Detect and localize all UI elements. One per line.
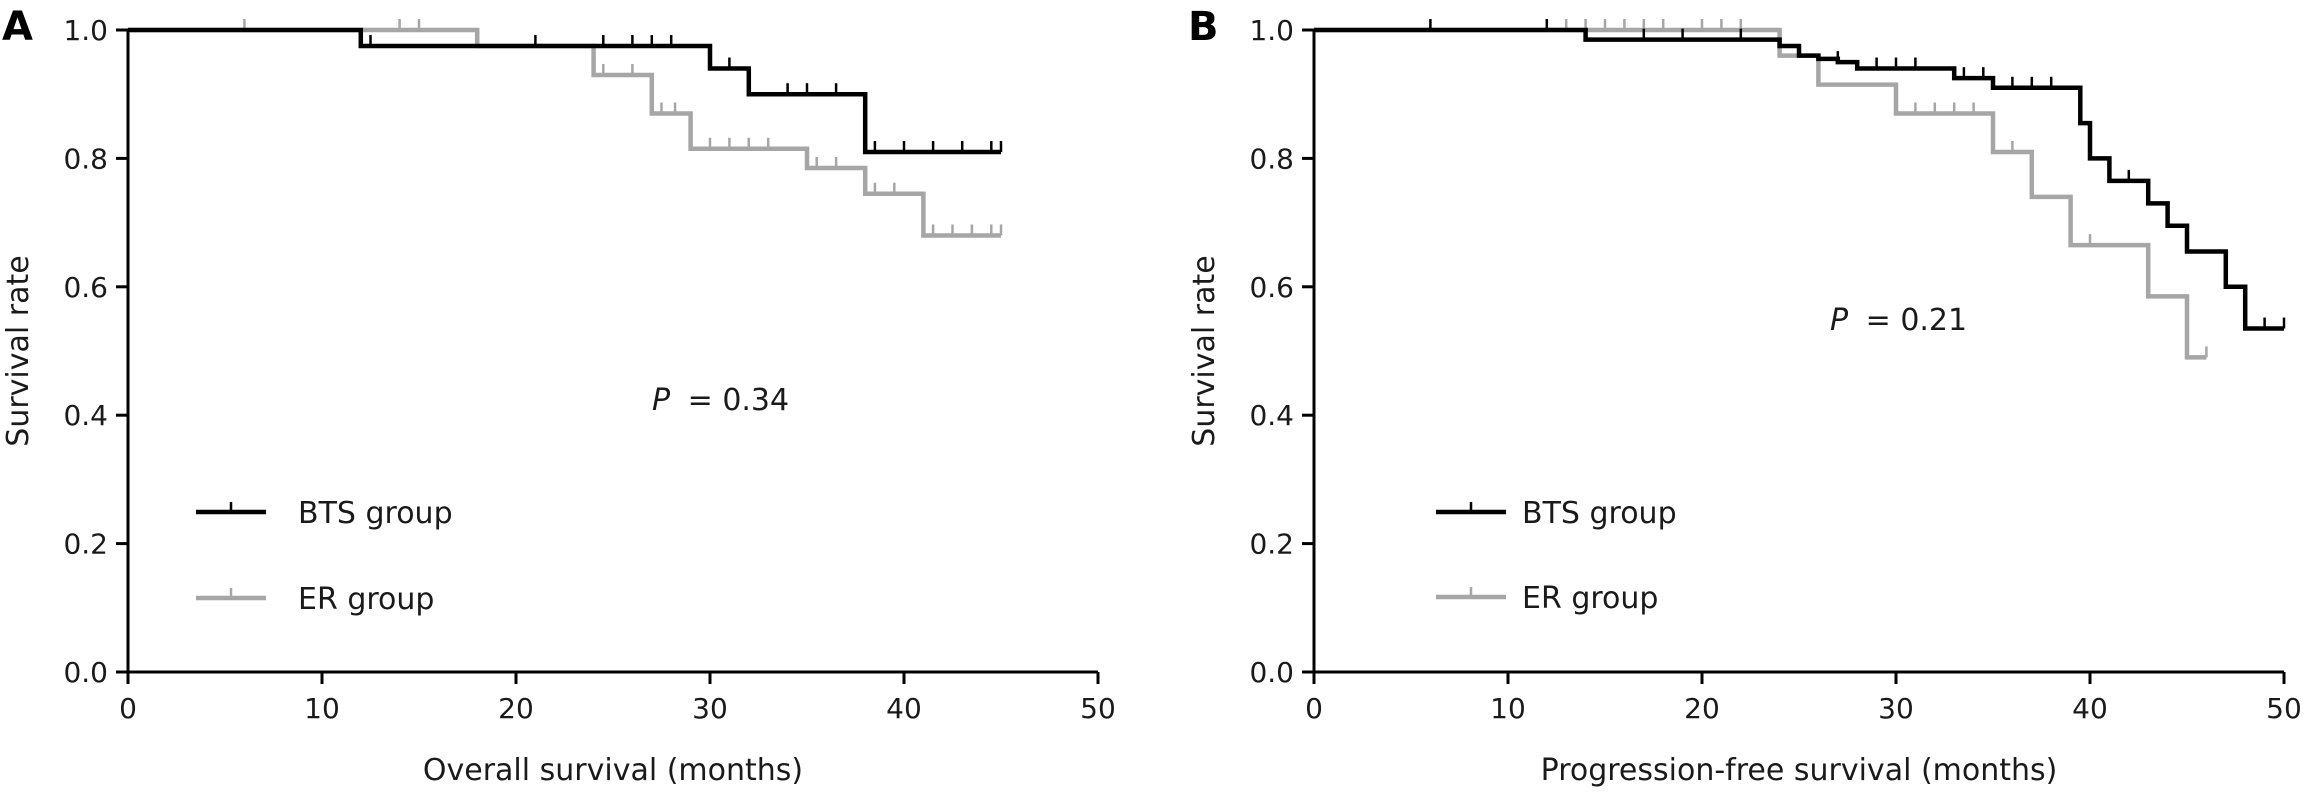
y-tick-label: 0.6 <box>63 271 108 304</box>
p-value: = 0.21 <box>1866 303 1967 338</box>
x-axis: 0 10 20 30 40 50 Progression-free survival (m… <box>1305 670 2302 788</box>
panel-label: A <box>2 4 33 50</box>
x-tick-label: 40 <box>2072 692 2108 725</box>
y-axis: 0.0 0.2 0.4 0.6 0.8 1.0 Survival rate <box>1 14 130 689</box>
y-tick-label: 0.0 <box>1249 656 1294 689</box>
x-axis-title: Overall survival (months) <box>423 753 803 788</box>
x-axis-title: Progression-free survival (months) <box>1541 753 2058 788</box>
x-tick-label: 50 <box>1080 692 1116 725</box>
y-tick-label: 0.2 <box>1249 528 1294 561</box>
y-axis: 0.0 0.2 0.4 0.6 0.8 1.0 Survival rate <box>1187 14 1316 689</box>
series-line-er <box>1314 27 2207 360</box>
legend-item-er: ER group <box>196 582 434 617</box>
legend-label-er: ER group <box>1522 581 1658 616</box>
x-axis: 0 10 20 30 40 50 Overall survival (months) <box>119 670 1116 788</box>
legend-item-bts: BTS group <box>1436 496 1677 531</box>
y-tick-label: 0.2 <box>63 528 108 561</box>
y-axis-title: Survival rate <box>1 255 36 446</box>
x-tick-label: 10 <box>304 692 340 725</box>
legend-item-er: ER group <box>1436 581 1658 616</box>
p-symbol: P <box>652 383 671 418</box>
y-tick-label: 0.8 <box>63 142 108 175</box>
x-tick-label: 20 <box>498 692 534 725</box>
p-symbol: P <box>1830 303 1849 338</box>
legend-label-bts: BTS group <box>298 496 453 531</box>
plot-area <box>128 19 1003 238</box>
panel-label: B <box>1188 4 1219 50</box>
legend-item-bts: BTS group <box>196 496 453 531</box>
series-line-er <box>128 27 1001 238</box>
legend: BTS group ER group <box>196 496 453 617</box>
y-tick-label: 1.0 <box>1249 14 1294 47</box>
y-axis-title: Survival rate <box>1187 255 1222 446</box>
p-value: = 0.34 <box>688 383 789 418</box>
p-value-annotation: P = 0.21 <box>1830 303 1967 338</box>
x-tick-label: 20 <box>1684 692 1720 725</box>
x-tick-label: 10 <box>1490 692 1526 725</box>
series-line-bts <box>1314 27 2284 331</box>
y-tick-label: 0.4 <box>1249 399 1294 432</box>
x-tick-label: 30 <box>692 692 728 725</box>
legend-label-er: ER group <box>298 582 434 617</box>
p-value-annotation: P = 0.34 <box>652 383 789 418</box>
panel-a: A 0 10 20 30 40 50 Overall survival (months) … <box>1 4 1116 788</box>
y-tick-label: 0.8 <box>1249 142 1294 175</box>
y-tick-label: 1.0 <box>63 14 108 47</box>
svg-text:P = 0.21: P = 0.21 <box>1830 303 1967 338</box>
panel-b: B 0 10 20 30 40 50 Progression-free survival … <box>1187 4 2302 788</box>
x-tick-label: 40 <box>886 692 922 725</box>
y-tick-label: 0.4 <box>63 399 108 432</box>
plot-area <box>1314 19 2286 360</box>
legend: BTS group ER group <box>1436 496 1677 616</box>
x-tick-label: 50 <box>2266 692 2302 725</box>
x-tick-label: 0 <box>119 692 137 725</box>
y-tick-label: 0.0 <box>63 656 108 689</box>
x-tick-label: 30 <box>1878 692 1914 725</box>
y-tick-label: 0.6 <box>1249 271 1294 304</box>
svg-text:P = 0.34: P = 0.34 <box>652 383 789 418</box>
x-tick-label: 0 <box>1305 692 1323 725</box>
series-line-bts <box>128 27 1001 155</box>
legend-label-bts: BTS group <box>1522 496 1677 531</box>
